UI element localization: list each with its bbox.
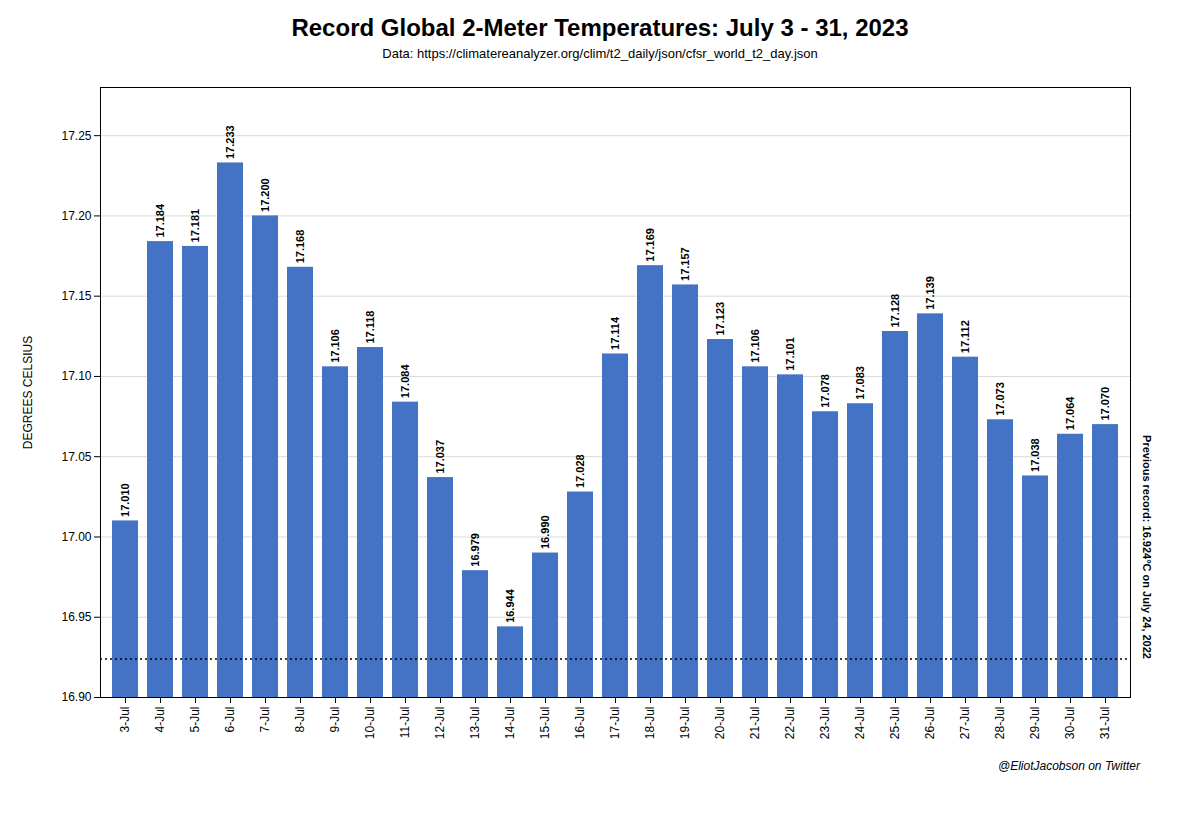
svg-text:21-Jul: 21-Jul: [748, 707, 762, 740]
svg-text:17.010: 17.010: [119, 483, 131, 517]
svg-text:16.990: 16.990: [539, 515, 551, 549]
svg-text:17.05: 17.05: [61, 450, 91, 464]
svg-text:14-Jul: 14-Jul: [503, 707, 517, 740]
svg-text:19-Jul: 19-Jul: [678, 707, 692, 740]
svg-text:29-Jul: 29-Jul: [1028, 707, 1042, 740]
svg-text:17.106: 17.106: [749, 329, 761, 363]
svg-text:6-Jul: 6-Jul: [223, 707, 237, 733]
svg-text:18-Jul: 18-Jul: [643, 707, 657, 740]
svg-text:4-Jul: 4-Jul: [153, 707, 167, 733]
svg-text:17.038: 17.038: [1029, 438, 1041, 472]
svg-text:17.073: 17.073: [994, 382, 1006, 416]
svg-text:17.168: 17.168: [294, 230, 306, 264]
svg-text:17.114: 17.114: [609, 316, 621, 350]
svg-text:17.200: 17.200: [259, 178, 271, 212]
html-text:@EliotJacobson on Twitter: @EliotJacobson on Twitter: [998, 759, 1140, 773]
html-text:Data: https://climatereanalyze: Data: https://climatereanalyzer.org/clim…: [382, 46, 818, 61]
svg-text:11-Jul: 11-Jul: [398, 707, 412, 739]
svg-text:7-Jul: 7-Jul: [258, 707, 272, 733]
svg-text:17.139: 17.139: [924, 276, 936, 310]
svg-text:17.112: 17.112: [959, 320, 971, 353]
svg-text:17.028: 17.028: [574, 454, 586, 488]
svg-text:16.90: 16.90: [61, 690, 91, 704]
svg-text:17.20: 17.20: [61, 209, 91, 223]
svg-text:5-Jul: 5-Jul: [188, 707, 202, 733]
svg-text:8-Jul: 8-Jul: [293, 707, 307, 733]
svg-text:22-Jul: 22-Jul: [783, 707, 797, 740]
svg-text:27-Jul: 27-Jul: [958, 707, 972, 740]
svg-text:23-Jul: 23-Jul: [818, 707, 832, 740]
svg-text:13-Jul: 13-Jul: [468, 707, 482, 740]
svg-text:16.979: 16.979: [469, 533, 481, 567]
svg-text:17.25: 17.25: [61, 128, 91, 142]
svg-text:26-Jul: 26-Jul: [923, 707, 937, 740]
svg-text:17.181: 17.181: [189, 209, 201, 243]
svg-text:16.95: 16.95: [61, 610, 91, 624]
svg-text:17.070: 17.070: [1099, 387, 1111, 421]
svg-text:31-Jul: 31-Jul: [1098, 707, 1112, 740]
svg-text:17-Jul: 17-Jul: [608, 707, 622, 740]
svg-text:17.106: 17.106: [329, 329, 341, 363]
svg-text:17.157: 17.157: [679, 247, 691, 281]
svg-text:Previous record: 16.924°C on J: Previous record: 16.924°C on July 24, 20…: [1141, 435, 1153, 659]
svg-text:17.064: 17.064: [1064, 396, 1076, 431]
svg-text:17.15: 17.15: [61, 289, 91, 303]
svg-text:17.123: 17.123: [714, 302, 726, 336]
svg-text:20-Jul: 20-Jul: [713, 707, 727, 740]
svg-text:17.10: 17.10: [61, 369, 91, 383]
svg-text:DEGREES CELSIUS: DEGREES CELSIUS: [21, 336, 35, 449]
svg-text:15-Jul: 15-Jul: [538, 707, 552, 740]
html-text:Record Global 2-Meter Temperat: Record Global 2-Meter Temperatures: July…: [291, 14, 909, 41]
svg-text:17.00: 17.00: [61, 530, 91, 544]
svg-text:10-Jul: 10-Jul: [363, 707, 377, 740]
svg-text:17.169: 17.169: [644, 228, 656, 262]
svg-text:17.037: 17.037: [434, 440, 446, 474]
svg-text:17.101: 17.101: [784, 337, 796, 371]
svg-text:17.083: 17.083: [854, 366, 866, 400]
svg-text:17.233: 17.233: [224, 125, 236, 159]
svg-text:17.128: 17.128: [889, 294, 901, 328]
svg-text:17.078: 17.078: [819, 374, 831, 408]
svg-text:28-Jul: 28-Jul: [993, 707, 1007, 740]
svg-text:12-Jul: 12-Jul: [433, 707, 447, 740]
svg-text:25-Jul: 25-Jul: [888, 707, 902, 740]
svg-text:24-Jul: 24-Jul: [853, 707, 867, 740]
svg-text:30-Jul: 30-Jul: [1063, 707, 1077, 740]
svg-text:16-Jul: 16-Jul: [573, 707, 587, 740]
svg-text:17.084: 17.084: [399, 364, 411, 399]
svg-text:3-Jul: 3-Jul: [118, 707, 132, 733]
svg-text:17.184: 17.184: [154, 203, 166, 238]
svg-text:16.944: 16.944: [504, 588, 516, 623]
svg-text:9-Jul: 9-Jul: [328, 707, 342, 733]
svg-text:17.118: 17.118: [364, 311, 376, 344]
